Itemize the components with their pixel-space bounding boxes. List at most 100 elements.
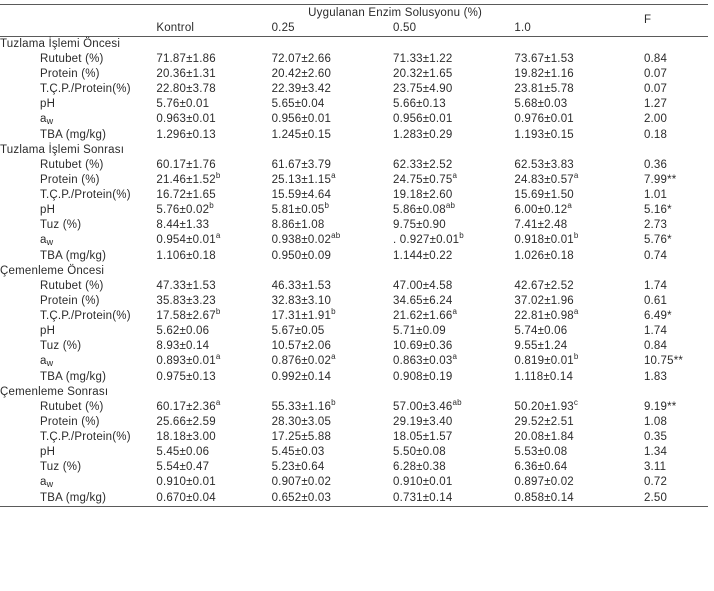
cell-050: 6.28±0.38 [391,460,512,475]
cell-f: 0.18 [636,128,708,143]
cell-10: 5.68±0.03 [512,97,636,112]
row-label: pH [0,445,154,460]
cell-kontrol: 35.83±3.23 [154,294,269,309]
cell-kontrol: 20.36±1.31 [154,67,269,82]
table-row: Tuz (%)5.54±0.475.23±0.646.28±0.386.36±0… [0,460,708,475]
cell-050: 0.910±0.01 [391,475,512,491]
table-row: pH5.62±0.065.67±0.055.71±0.095.74±0.061.… [0,324,708,339]
group-header: Çemenleme Öncesi [0,264,708,279]
group-header: Çemenleme Sonrası [0,385,708,400]
row-label: TBA (mg/kg) [0,128,154,143]
cell-10: 0.819±0.01b [512,354,636,370]
row-label: Protein (%) [0,67,154,82]
cell-025: 55.33±1.16b [270,400,391,415]
cell-f: 9.19** [636,400,708,415]
cell-kontrol: 0.954±0.01a [154,233,269,249]
cell-f: 2.50 [636,491,708,506]
cell-025: 17.25±5.88 [270,430,391,445]
table-row: TBA (mg/kg)0.670±0.040.652±0.030.731±0.1… [0,491,708,506]
cell-025: 5.65±0.04 [270,97,391,112]
cell-050: 47.00±4.58 [391,279,512,294]
header-10: 1.0 [512,21,636,37]
row-label: Rutubet (%) [0,158,154,173]
cell-025: 72.07±2.66 [270,52,391,67]
cell-10: 1.118±0.14 [512,370,636,385]
cell-025: 0.950±0.09 [270,249,391,264]
cell-f: 6.49* [636,309,708,324]
cell-050: 71.33±1.22 [391,52,512,67]
header-enzyme-solution: Uygulanan Enzim Solusyonu (%) [154,5,636,21]
cell-kontrol: 5.45±0.06 [154,445,269,460]
row-label: TBA (mg/kg) [0,249,154,264]
cell-10: 20.08±1.84 [512,430,636,445]
row-label: Protein (%) [0,173,154,188]
table-row: Rutubet (%)47.33±1.5346.33±1.5347.00±4.5… [0,279,708,294]
cell-10: 29.52±2.51 [512,415,636,430]
data-table: Uygulanan Enzim Solusyonu (%) F Kontrol … [0,4,708,507]
table-row: pH5.45±0.065.45±0.035.50±0.085.53±0.081.… [0,445,708,460]
row-label: TBA (mg/kg) [0,370,154,385]
table-row: Rutubet (%)60.17±1.7661.67±3.7962.33±2.5… [0,158,708,173]
cell-f: 0.61 [636,294,708,309]
row-label: aw [0,112,154,128]
cell-f: 0.35 [636,430,708,445]
cell-kontrol: 21.46±1.52b [154,173,269,188]
cell-kontrol: 71.87±1.86 [154,52,269,67]
cell-f: 0.74 [636,249,708,264]
cell-kontrol: 5.62±0.06 [154,324,269,339]
cell-10: 1.026±0.18 [512,249,636,264]
row-label: T.Ç.P./Protein(%) [0,309,154,324]
cell-kontrol: 5.76±0.02b [154,203,269,218]
cell-050: 0.908±0.19 [391,370,512,385]
cell-f: 0.07 [636,82,708,97]
cell-10: 5.74±0.06 [512,324,636,339]
cell-f: 0.72 [636,475,708,491]
table-row: aw0.963±0.010.956±0.010.956±0.010.976±0.… [0,112,708,128]
cell-050: 24.75±0.75a [391,173,512,188]
cell-10: 15.69±1.50 [512,188,636,203]
cell-025: 15.59±4.64 [270,188,391,203]
table-row: T.Ç.P./Protein(%)16.72±1.6515.59±4.6419.… [0,188,708,203]
cell-10: 0.858±0.14 [512,491,636,506]
cell-025: 17.31±1.91b [270,309,391,324]
cell-kontrol: 0.975±0.13 [154,370,269,385]
cell-050: 5.66±0.13 [391,97,512,112]
cell-050: 0.731±0.14 [391,491,512,506]
cell-f: 1.08 [636,415,708,430]
row-label: pH [0,97,154,112]
cell-f: 2.00 [636,112,708,128]
table-row: aw0.954±0.01a0.938±0.02ab. 0.927±0.01b0.… [0,233,708,249]
group-header: Tuzlama İşlemi Sonrası [0,143,708,158]
row-label: TBA (mg/kg) [0,491,154,506]
cell-kontrol: 0.910±0.01 [154,475,269,491]
cell-10: 50.20±1.93c [512,400,636,415]
cell-kontrol: 25.66±2.59 [154,415,269,430]
cell-f: 1.01 [636,188,708,203]
header-050: 0.50 [391,21,512,37]
table-row: pH5.76±0.015.65±0.045.66±0.135.68±0.031.… [0,97,708,112]
cell-050: 0.956±0.01 [391,112,512,128]
cell-10: 19.82±1.16 [512,67,636,82]
cell-050: 9.75±0.90 [391,218,512,233]
row-label: aw [0,233,154,249]
cell-050: 1.144±0.22 [391,249,512,264]
cell-025: 46.33±1.53 [270,279,391,294]
row-label: Protein (%) [0,294,154,309]
cell-10: 0.976±0.01 [512,112,636,128]
cell-050: 21.62±1.66a [391,309,512,324]
cell-10: 6.36±0.64 [512,460,636,475]
cell-050: 20.32±1.65 [391,67,512,82]
cell-kontrol: 22.80±3.78 [154,82,269,97]
cell-025: 5.81±0.05b [270,203,391,218]
table-row: pH5.76±0.02b5.81±0.05b5.86±0.08ab6.00±0.… [0,203,708,218]
cell-10: 73.67±1.53 [512,52,636,67]
header-025: 0.25 [270,21,391,37]
table-row: Protein (%)21.46±1.52b25.13±1.15a24.75±0… [0,173,708,188]
row-label: T.Ç.P./Protein(%) [0,430,154,445]
table-row: T.Ç.P./Protein(%)18.18±3.0017.25±5.8818.… [0,430,708,445]
cell-025: 0.956±0.01 [270,112,391,128]
table-row: Tuz (%)8.93±0.1410.57±2.0610.69±0.369.55… [0,339,708,354]
row-label: Tuz (%) [0,339,154,354]
cell-f: 1.83 [636,370,708,385]
cell-025: 1.245±0.15 [270,128,391,143]
